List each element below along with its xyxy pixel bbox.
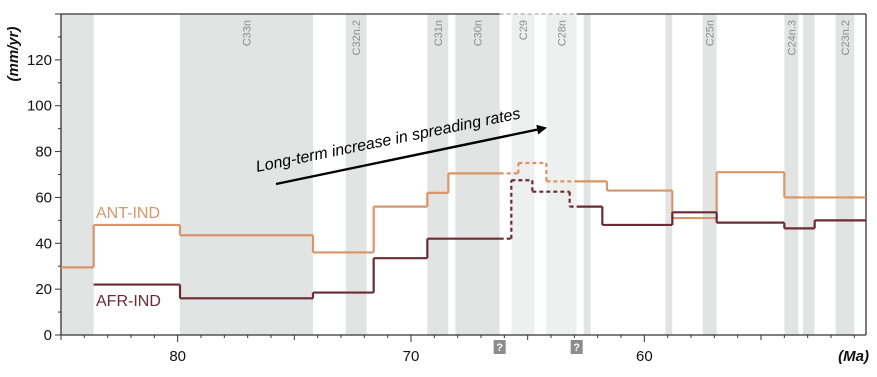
y-tick-label: 100 bbox=[27, 98, 52, 115]
y-tick-label: 60 bbox=[35, 189, 52, 206]
x-tick-label: 80 bbox=[169, 348, 186, 365]
series-label-afr-ind: AFR-IND bbox=[96, 293, 161, 310]
chron-band-12 bbox=[835, 14, 855, 335]
chron-band-6 bbox=[546, 14, 577, 335]
chron-label: C28n bbox=[557, 20, 569, 46]
y-tick-label: 0 bbox=[44, 327, 52, 344]
y-tick-label: 20 bbox=[35, 281, 52, 298]
chron-band-3 bbox=[427, 14, 449, 335]
chron-label: C29 bbox=[518, 20, 530, 40]
chron-label: C31n bbox=[433, 20, 445, 46]
series-1 bbox=[93, 179, 866, 300]
chron-label: C33n bbox=[242, 20, 254, 46]
chron-band-10 bbox=[784, 14, 799, 335]
chron-band-8 bbox=[665, 14, 673, 335]
chron-label: C23n.2 bbox=[840, 20, 852, 55]
chron-label: C30n bbox=[473, 20, 485, 46]
chron-band-7 bbox=[583, 14, 591, 335]
chron-band-5 bbox=[511, 14, 535, 335]
question-mark-box-1 bbox=[570, 340, 583, 354]
chron-band-4 bbox=[455, 14, 500, 335]
y-tick-label: 120 bbox=[27, 52, 52, 69]
y-tick-label: 80 bbox=[35, 144, 52, 161]
chron-band-1 bbox=[180, 14, 313, 335]
chron-band-2 bbox=[345, 14, 367, 335]
question-mark-box-0 bbox=[493, 340, 506, 354]
series-label-ant-ind: ANT-IND bbox=[96, 205, 160, 222]
chron-label: C32n.2 bbox=[351, 20, 363, 55]
x-tick-label: 60 bbox=[636, 348, 653, 365]
trend-arrow bbox=[275, 124, 547, 186]
x-axis-label: (Ma) bbox=[838, 348, 869, 365]
chron-band-9 bbox=[702, 14, 717, 335]
series-0 bbox=[61, 161, 866, 269]
y-tick-label: 40 bbox=[35, 235, 52, 252]
x-tick-label: 70 bbox=[403, 348, 420, 365]
y-axis-label: (mm/yr) bbox=[5, 26, 22, 81]
chron-band-0 bbox=[61, 14, 94, 335]
chron-band-11 bbox=[803, 14, 815, 335]
y-axis: 0 20 40 60 80 100 120 (mm/yr) bbox=[5, 13, 61, 344]
chron-label: C24n.3 bbox=[786, 20, 798, 55]
chron-bands: C33n C32n.2 C31n C30n C29 C28n C25n C24n.3 C23n.… bbox=[61, 14, 855, 335]
x-axis: 80 70 60 (Ma)?? bbox=[60, 335, 869, 365]
question-mark-1: ? bbox=[573, 342, 580, 354]
question-mark-0: ? bbox=[496, 342, 503, 354]
chron-label: C25n bbox=[705, 20, 717, 46]
